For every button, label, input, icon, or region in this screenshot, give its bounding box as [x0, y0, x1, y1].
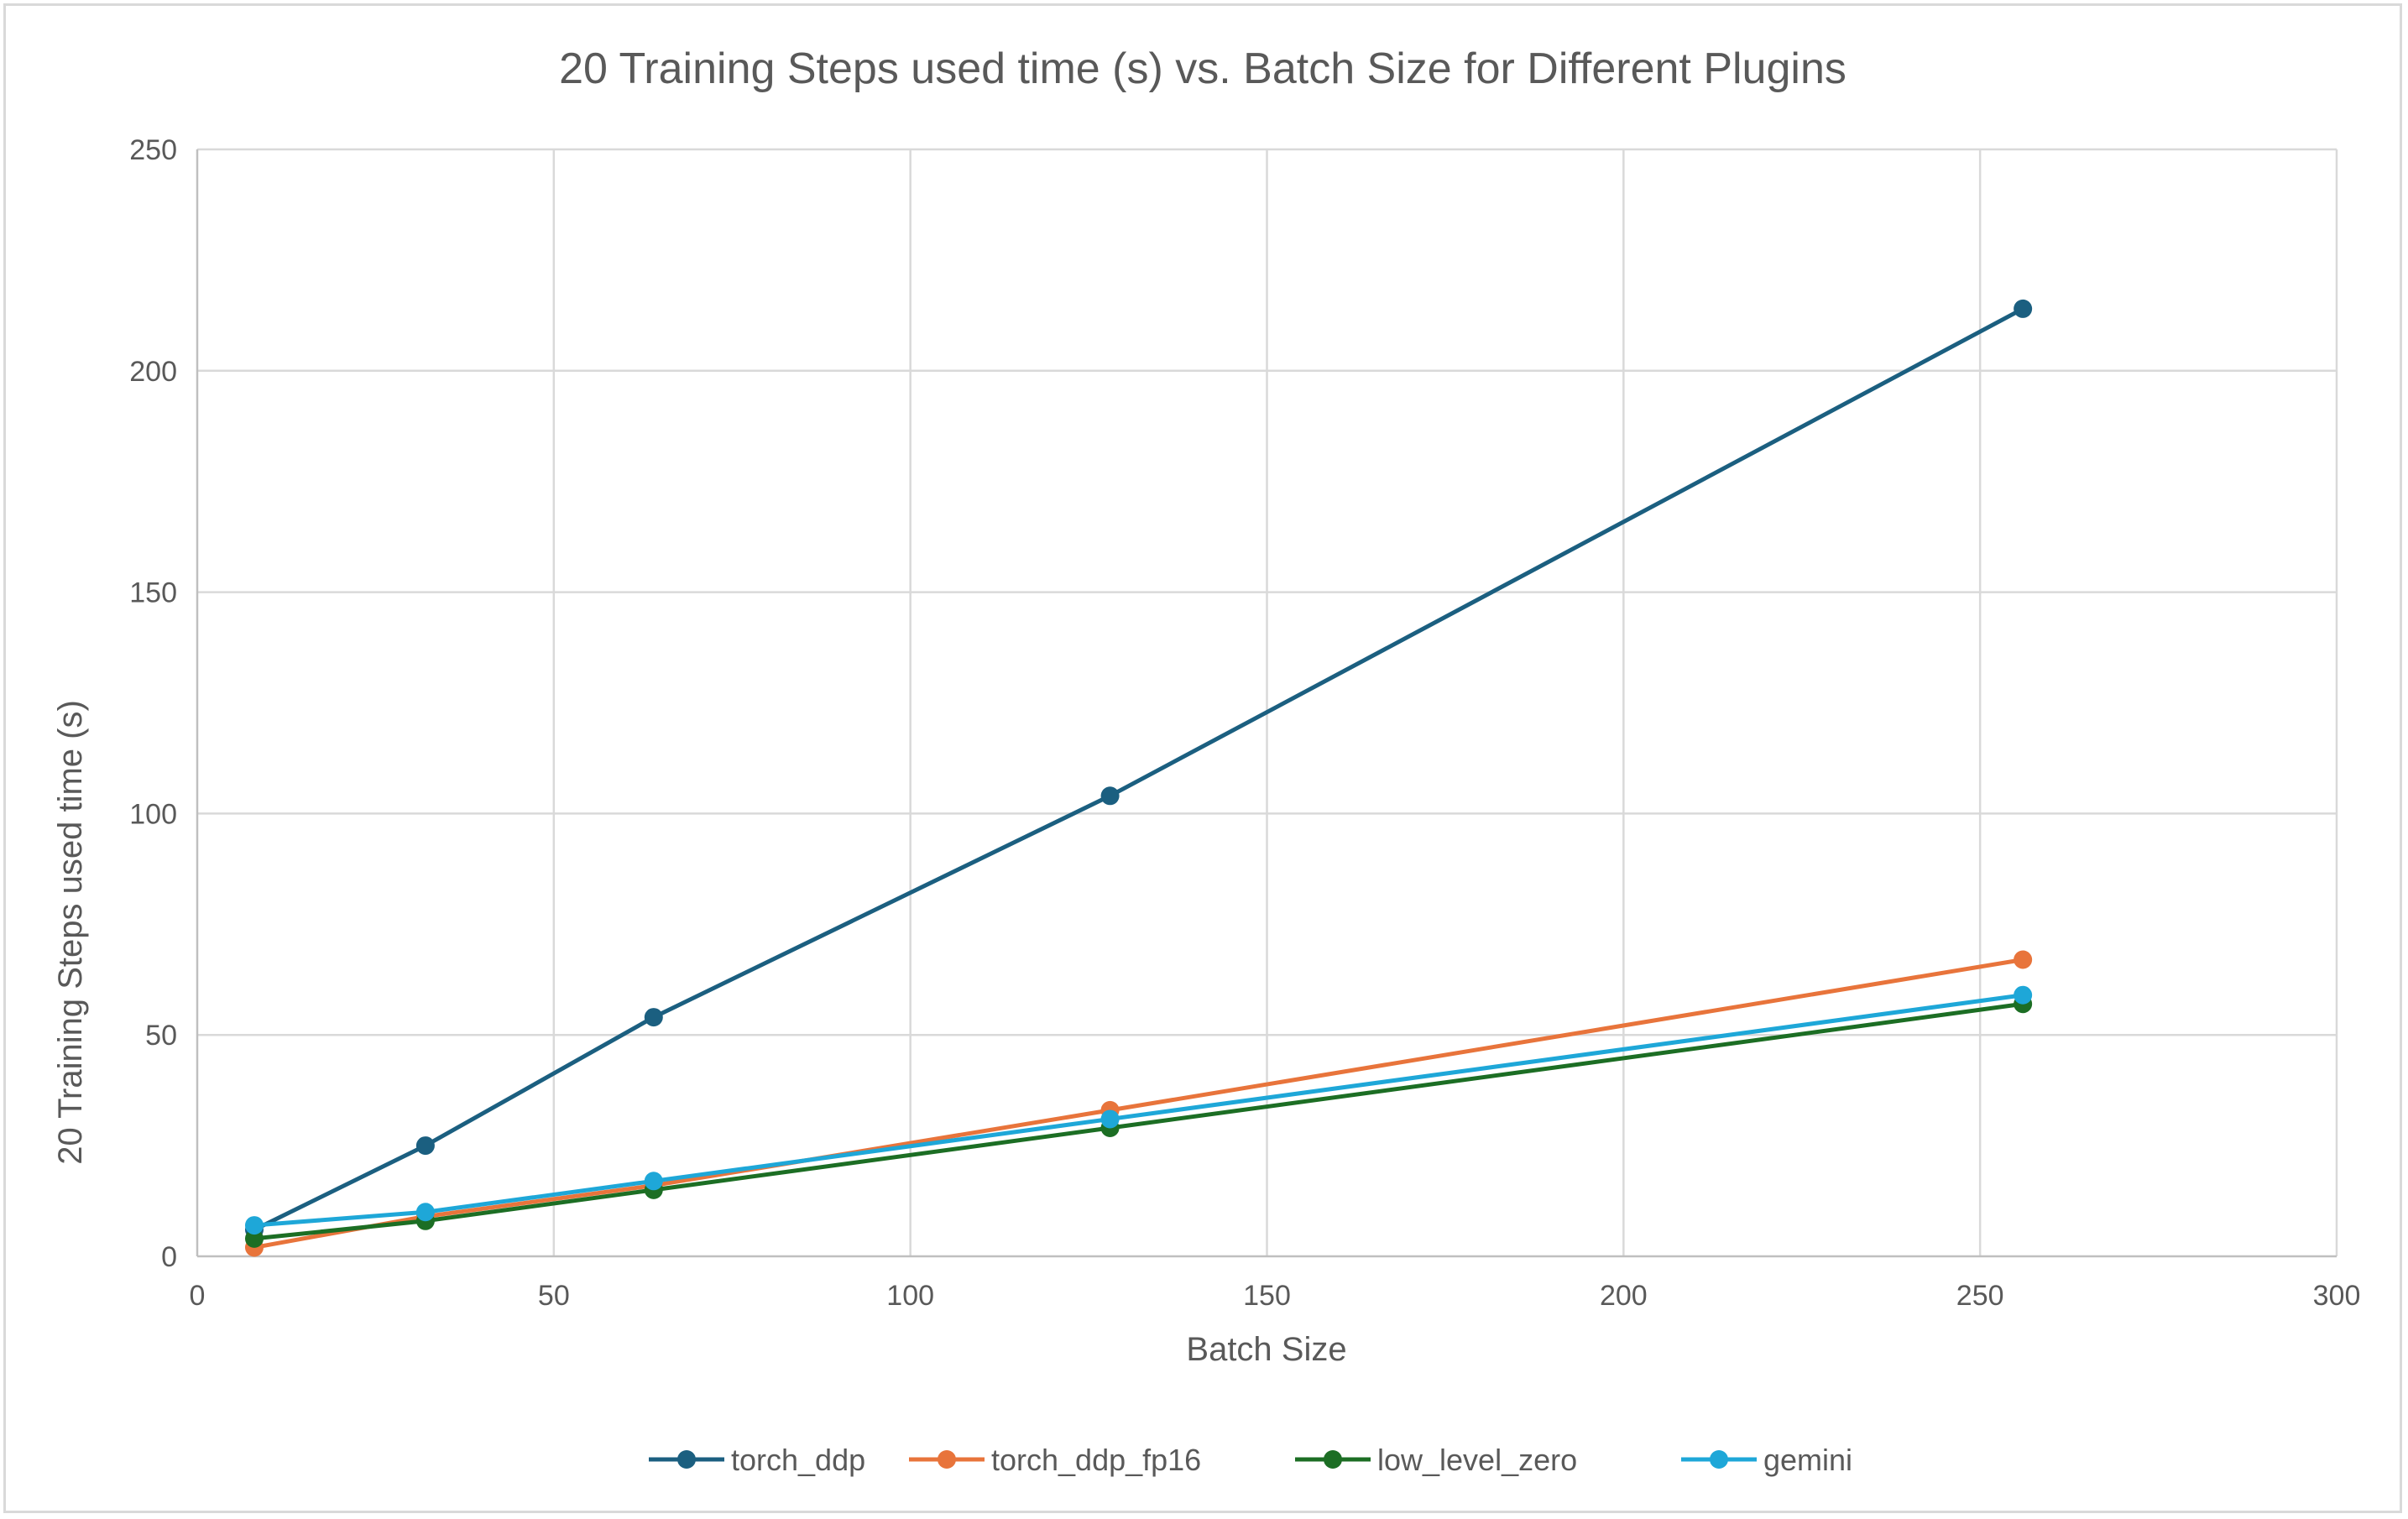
y-tick-label: 0: [161, 1241, 177, 1273]
legend-marker: [1324, 1450, 1342, 1469]
data-point: [1100, 1109, 1120, 1129]
x-tick-label: 150: [1243, 1280, 1291, 1312]
line-chart: 20 Training Steps used time (s) vs. Batc…: [52, 44, 2360, 1477]
legend-item: torch_ddp: [649, 1443, 865, 1477]
series-gemini: [244, 985, 2033, 1235]
x-tick-label: 50: [538, 1280, 570, 1312]
series-line: [252, 993, 2025, 1228]
legend-label: torch_ddp_fp16: [991, 1443, 1201, 1477]
data-point: [2014, 299, 2033, 318]
legend-item: gemini: [1681, 1443, 1852, 1477]
x-axis-title: Batch Size: [1186, 1331, 1346, 1368]
x-tick-label: 100: [886, 1280, 934, 1312]
y-tick-label: 250: [129, 134, 177, 166]
grid: [197, 148, 2338, 1256]
series-line: [252, 958, 2025, 1250]
data-point: [2014, 985, 2033, 1005]
axes: 0 50 100 150 200 250 0 50 100 150 200 250 300: [129, 134, 2360, 1312]
legend-label: gemini: [1763, 1443, 1852, 1477]
legend-item: torch_ddp_fp16: [909, 1443, 1201, 1477]
series-low-level-zero: [244, 994, 2033, 1248]
x-tick-label: 0: [190, 1280, 206, 1312]
data-point: [415, 1203, 435, 1222]
chart-title: 20 Training Steps used time (s) vs. Batc…: [559, 44, 1846, 93]
data-point: [244, 1229, 264, 1248]
legend-item: low_level_zero: [1295, 1443, 1577, 1477]
legend: torch_ddp torch_ddp_fp16 low_level_zero gem…: [649, 1443, 1852, 1477]
x-tick-label: 300: [2313, 1280, 2361, 1312]
legend-marker: [938, 1450, 956, 1469]
y-tick-label: 150: [129, 577, 177, 609]
y-tick-label: 50: [145, 1020, 177, 1052]
plot-area: [244, 299, 2033, 1257]
legend-marker: [677, 1450, 696, 1469]
series-line: [252, 306, 2025, 1232]
legend-marker: [1710, 1450, 1728, 1469]
x-tick-label: 250: [1956, 1280, 2004, 1312]
data-point: [644, 1008, 663, 1027]
y-axis-title: 20 Training Steps used time (s): [52, 700, 89, 1165]
legend-label: low_level_zero: [1377, 1443, 1577, 1477]
y-tick-label: 200: [129, 356, 177, 388]
data-point: [244, 1216, 264, 1235]
x-tick-label: 200: [1600, 1280, 1648, 1312]
data-point: [2014, 950, 2033, 969]
data-point: [415, 1136, 435, 1156]
y-tick-label: 100: [129, 798, 177, 830]
legend-label: torch_ddp: [731, 1443, 865, 1477]
data-point: [644, 1172, 663, 1191]
series-torch-ddp: [244, 299, 2033, 1240]
data-point: [1100, 786, 1120, 806]
chart-frame: 20 Training Steps used time (s) vs. Batc…: [3, 3, 2402, 1513]
